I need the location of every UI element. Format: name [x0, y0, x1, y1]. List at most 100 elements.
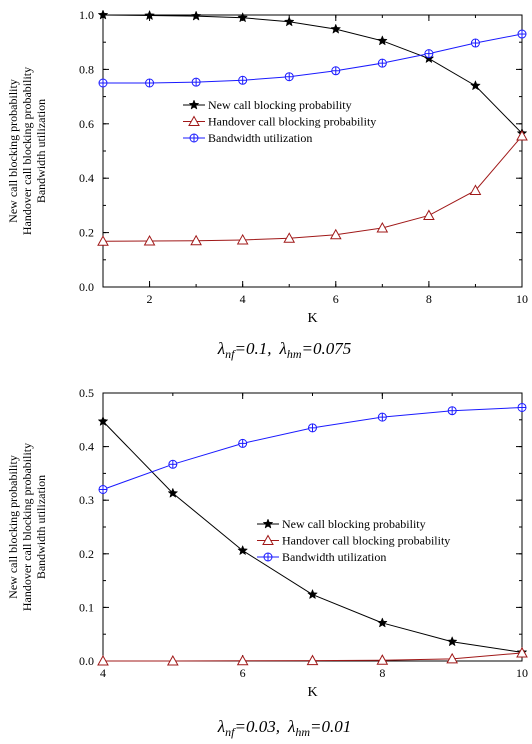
legend-label: Handover call blocking probability	[208, 115, 376, 129]
figure-caption: λnf=0.1, λhm=0.075	[217, 339, 351, 361]
x-tick-label: 8	[379, 666, 385, 680]
caption-lambda2: λ	[287, 717, 295, 736]
data-point	[143, 235, 156, 246]
y-tick-label: 0.8	[79, 62, 94, 76]
caption-lambda1: λ	[217, 339, 225, 358]
y-axis-title-line: Bandwidth utilization	[34, 475, 48, 579]
legend-marker	[262, 518, 274, 529]
series-line	[102, 135, 523, 242]
data-point	[168, 459, 178, 469]
data-point	[470, 38, 480, 48]
data-point	[238, 75, 248, 85]
y-axis-title-line: New call blocking probability	[6, 455, 20, 599]
caption-val2: =0.075	[302, 339, 352, 358]
caption-lambda2: λ	[278, 339, 286, 358]
legend-marker	[262, 534, 274, 545]
y-tick-label: 0.0	[79, 280, 94, 294]
data-point	[376, 654, 389, 665]
y-axis-title-line: Bandwidth utilization	[34, 99, 48, 203]
y-tick-label: 0.2	[79, 547, 94, 561]
caption-sub2: hm	[287, 347, 302, 361]
data-point	[283, 16, 295, 27]
series-triangle	[97, 130, 528, 246]
legend-marker	[263, 552, 273, 562]
caption-val1: =0.03,	[234, 717, 279, 736]
data-point	[517, 402, 527, 412]
x-tick-label: 6	[333, 292, 339, 306]
legend-label: Bandwidth utilization	[208, 131, 312, 145]
legend-marker	[188, 99, 200, 110]
data-point	[98, 78, 108, 88]
series-line	[102, 14, 523, 134]
data-point	[447, 406, 457, 416]
data-point	[97, 415, 109, 426]
series-circle-plus	[98, 402, 527, 494]
data-point	[330, 23, 342, 34]
y-tick-label: 0.0	[79, 654, 94, 668]
data-point	[98, 484, 108, 494]
blocking-chart-top: 2 4 6 8 10 0.0 0.2 0.4 0.6 0.8 1.0 K New call blocki…	[6, 8, 528, 361]
data-point	[307, 588, 318, 600]
x-axis-title: K	[307, 311, 317, 326]
legend-label: New call blocking probability	[208, 98, 352, 112]
data-point	[237, 544, 249, 556]
data-point	[283, 232, 296, 243]
data-point	[424, 49, 434, 59]
y-tick-label: 0.4	[79, 440, 94, 454]
data-point	[517, 29, 527, 39]
data-point	[284, 72, 294, 82]
y-tick-label: 0.2	[79, 226, 94, 240]
data-point	[470, 80, 481, 91]
caption-sub1: nf	[225, 725, 236, 739]
data-point	[237, 12, 249, 23]
data-point	[516, 646, 528, 658]
data-point	[308, 423, 317, 433]
data-point	[167, 487, 179, 498]
data-point	[144, 9, 155, 21]
x-tick-label: 4	[240, 292, 246, 306]
y-tick-label: 0.1	[79, 600, 94, 614]
figure-caption: λnf=0.03, λhm=0.01	[217, 717, 351, 739]
data-point	[376, 221, 389, 233]
x-tick-label: 10	[516, 292, 528, 306]
x-tick-label: 6	[240, 666, 246, 680]
series-line	[102, 406, 523, 490]
y-axis-title-line: Handover call blocking probability	[20, 67, 34, 235]
data-point	[190, 234, 202, 246]
data-point	[166, 654, 179, 666]
data-point	[377, 58, 387, 68]
legend-label: Bandwidth utilization	[282, 550, 386, 564]
x-tick-label: 2	[147, 292, 153, 306]
data-point	[469, 184, 482, 195]
data-point	[376, 617, 388, 628]
x-tick-label: 4	[100, 666, 106, 680]
series-line	[103, 33, 523, 84]
caption-sub2: hm	[295, 725, 310, 739]
data-point	[97, 9, 109, 20]
chart-panel-bottom: 4 6 8 10 0.0 0.1 0.2 0.3 0.4 0.5 K New call blockin…	[0, 372, 532, 744]
blocking-chart-bottom: 4 6 8 10 0.0 0.1 0.2 0.3 0.4 0.5 K New call blockin…	[6, 386, 528, 739]
data-point	[145, 78, 155, 88]
data-point	[423, 209, 435, 220]
legend-label: Handover call blocking probability	[282, 534, 450, 548]
data-point	[329, 228, 342, 240]
series-star	[97, 415, 528, 658]
data-point	[446, 636, 458, 647]
caption-sub1: nf	[225, 347, 236, 361]
chart-panel-top: 2 4 6 8 10 0.0 0.2 0.4 0.6 0.8 1.0 K New call blocki…	[6, 8, 528, 361]
caption-val1: =0.1,	[234, 339, 271, 358]
caption-lambda1: λ	[217, 717, 225, 736]
data-point	[191, 77, 201, 87]
y-tick-label: 1.0	[79, 8, 94, 22]
series-triangle	[97, 646, 528, 666]
data-point	[97, 235, 109, 246]
data-point	[516, 130, 528, 141]
x-tick-label: 8	[426, 292, 432, 306]
y-tick-label: 0.4	[79, 171, 94, 185]
y-tick-label: 0.6	[79, 117, 94, 131]
legend-marker	[189, 133, 199, 143]
legend-marker	[188, 115, 200, 126]
y-tick-label: 0.3	[79, 493, 94, 507]
data-point	[238, 438, 248, 448]
data-point	[236, 654, 249, 666]
